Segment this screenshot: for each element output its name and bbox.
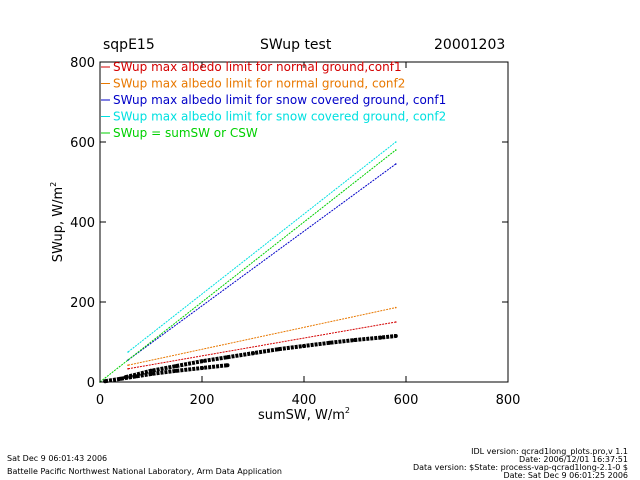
lab-credit: Battelle Pacific Northwest National Labo… <box>7 467 282 476</box>
y-axis-label-superscript: 2 <box>49 182 58 187</box>
legend-entry-1: SWup max albedo limit for normal ground,… <box>113 77 405 91</box>
data-point-5-6 <box>225 363 230 368</box>
file-date: Date: 2006/12/01 16:37:51 <box>519 455 628 464</box>
chart-title: SWup test <box>260 37 332 53</box>
series-6 <box>123 334 398 380</box>
data-point-5-4 <box>174 368 179 373</box>
legend-entry-2: SWup max albedo limit for snow covered g… <box>113 93 446 107</box>
data-point-6-3 <box>200 359 204 364</box>
y-tick-label-0: 0 <box>87 376 95 391</box>
data-version: Data version: $State: process-vap-qcrad1… <box>412 463 628 472</box>
series-2 <box>127 163 397 361</box>
series-0 <box>127 321 397 370</box>
data-point-6-10 <box>378 335 383 340</box>
x-tick-label-4: 800 <box>496 393 521 408</box>
data-point-6-8 <box>327 340 332 345</box>
data-point-1-0 <box>127 364 129 367</box>
data-point-3-1 <box>395 141 397 143</box>
series-3 <box>127 141 397 353</box>
x-tick-label-0: 0 <box>96 393 104 408</box>
legend-entry-4: SWup = sumSW or CSW <box>113 126 258 140</box>
data-point-6-5 <box>251 351 255 356</box>
y-tick-label-1: 200 <box>70 296 95 311</box>
x-tick-label-3: 600 <box>394 393 419 408</box>
series-line-4 <box>99 149 397 383</box>
axis-ticks: 0 200 400 600 800 0 200 400 600 800 <box>70 56 520 408</box>
data-point-5-0 <box>103 379 108 384</box>
x-axis-label-superscript: 2 <box>345 406 350 415</box>
series-line-6 <box>125 334 397 380</box>
y-tick-label-2: 400 <box>70 216 95 231</box>
run-time: Sat Dec 9 06:01:43 2006 <box>7 454 108 463</box>
series-1 <box>127 306 397 367</box>
data-point-4-1 <box>395 149 397 151</box>
y-tick-label-3: 600 <box>70 136 95 151</box>
data-point-6-11 <box>393 334 398 338</box>
site-label: sqpE15 <box>103 37 155 53</box>
data-point-6-2 <box>174 364 179 368</box>
y-tick-label-4: 800 <box>70 56 95 71</box>
data-point-6-6 <box>276 347 281 352</box>
data-point-5-1 <box>118 376 123 381</box>
data-point-6-4 <box>225 355 230 360</box>
data-point-6-1 <box>149 368 153 373</box>
idl-version: IDL version: qcrad1long_plots.pro,v 1.1 <box>471 447 628 456</box>
series-line-3 <box>127 141 397 353</box>
data-point-2-1 <box>395 163 397 165</box>
legend-entry-0: SWup max albedo limit for normal ground,… <box>113 60 402 74</box>
data-point-1-1 <box>395 306 397 309</box>
data-point-0-1 <box>395 321 397 323</box>
series-line-0 <box>127 321 396 370</box>
data-point-6-7 <box>302 344 306 348</box>
data-date: Date: Sat Dec 9 06:01:25 2006 <box>503 471 628 480</box>
series-line-2 <box>127 163 397 361</box>
data-point-6-0 <box>123 375 128 380</box>
legend-entry-3: SWup max albedo limit for snow covered g… <box>113 110 446 124</box>
data-point-0-0 <box>127 368 129 370</box>
x-axis-label: sumSW, W/m2 <box>258 406 350 423</box>
x-tick-label-1: 200 <box>190 393 215 408</box>
series-line-1 <box>127 307 396 366</box>
data-layer <box>99 141 398 384</box>
legend: SWup max albedo limit for normal ground,… <box>101 60 446 140</box>
data-point-5-5 <box>200 366 204 370</box>
data-point-3-0 <box>127 351 129 353</box>
x-tick-label-2: 400 <box>292 393 317 408</box>
y-axis-label: SWup, W/m2 <box>49 182 66 262</box>
data-point-6-9 <box>353 338 357 342</box>
date-label: 20001203 <box>434 37 506 53</box>
